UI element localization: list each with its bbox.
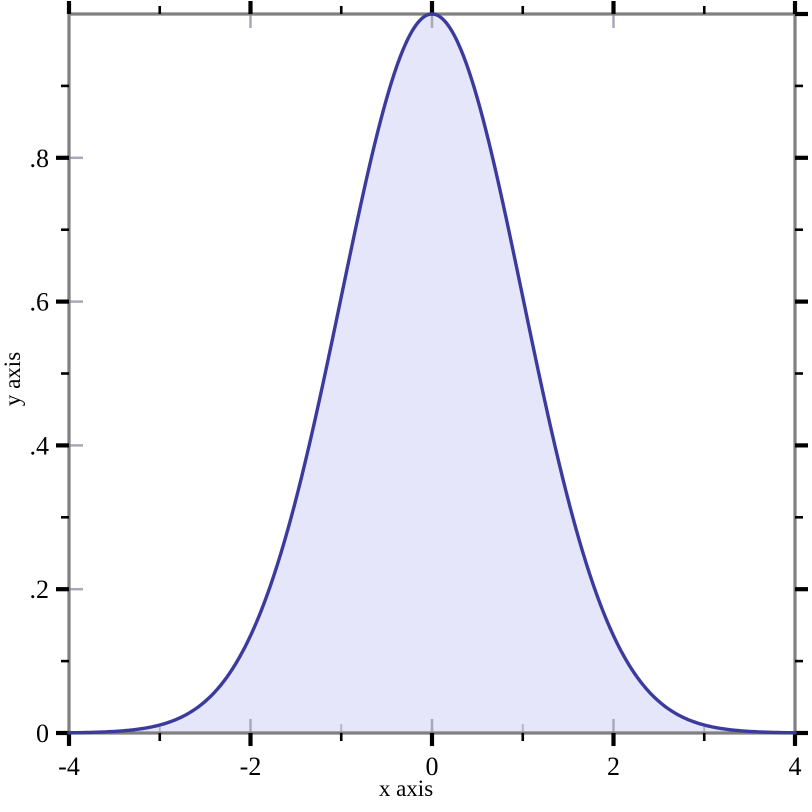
- x-tick-label: 0: [426, 752, 439, 781]
- y-tick-label: .2: [30, 575, 50, 604]
- y-axis-title: y axis: [0, 352, 25, 406]
- y-axis-tick-labels: 0 .2 .4 .6 .8: [30, 144, 50, 748]
- y-tick-label: .6: [30, 288, 50, 317]
- x-tick-label: -2: [240, 752, 262, 781]
- area-fill: [69, 14, 795, 733]
- x-axis-title: x axis: [379, 776, 433, 801]
- outer-tick-marks: [56, 1, 808, 746]
- x-axis-tick-labels: -4 -2 0 2 4: [58, 752, 801, 781]
- x-tick-label: 4: [789, 752, 802, 781]
- y-tick-label: 0: [36, 719, 49, 748]
- x-tick-label: -4: [58, 752, 80, 781]
- y-tick-label: .8: [30, 144, 50, 173]
- x-tick-label: 2: [607, 752, 620, 781]
- y-tick-label: .4: [30, 431, 50, 460]
- data-curve: [67, 12, 797, 735]
